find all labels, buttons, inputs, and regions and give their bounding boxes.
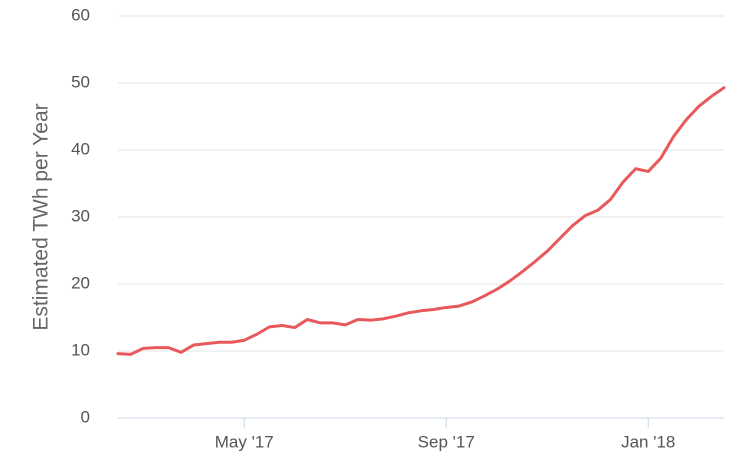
x-tick-label: Sep '17 <box>418 432 475 451</box>
y-tick-label: 60 <box>71 5 90 24</box>
y-tick-label: 0 <box>81 407 90 426</box>
y-tick-label: 20 <box>71 273 90 292</box>
x-tick-label: May '17 <box>215 432 274 451</box>
data-line <box>116 86 726 356</box>
y-tick-label: 40 <box>71 139 90 158</box>
y-tick-label: 10 <box>71 340 90 359</box>
x-tick-label: Jan '18 <box>621 432 675 451</box>
y-tick-label: 50 <box>71 72 90 91</box>
y-tick-label: 30 <box>71 206 90 225</box>
y-axis-label: Estimated TWh per Year <box>30 103 53 330</box>
